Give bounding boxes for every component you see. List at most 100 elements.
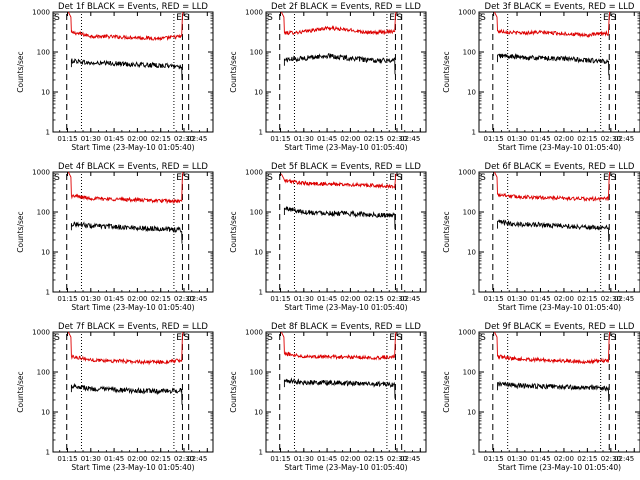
panel-det-4: Det 4f BLACK = Events, RED = LLD 1 10 100 10…	[16, 162, 214, 312]
y-tick-label: 1	[46, 449, 50, 457]
x-tick-label: 02:45	[614, 295, 634, 303]
segment-marker-s: S	[267, 333, 273, 343]
panel-title: Det 4f BLACK = Events, RED = LLD	[58, 162, 208, 172]
segment-marker-s: S	[54, 173, 60, 183]
x-tick-label: 02:45	[400, 455, 420, 463]
y-tick-label: 1000	[245, 169, 263, 177]
y-tick-label: 1	[472, 289, 476, 297]
x-tick-label: 02:15	[364, 455, 384, 463]
series-lld-red	[494, 11, 611, 38]
series-lld-red	[494, 331, 611, 365]
x-tick-label: 02:45	[400, 295, 420, 303]
x-tick-label: 01:45	[104, 455, 124, 463]
x-tick-label: 01:45	[317, 135, 337, 143]
x-tick-label: 02:00	[554, 135, 574, 143]
segment-marker-s: S	[610, 13, 616, 23]
x-tick-label: 01:45	[530, 455, 550, 463]
y-tick-label: 10	[467, 89, 476, 97]
segment-marker-e: E	[389, 173, 395, 183]
x-tick-label: 01:30	[507, 295, 527, 303]
y-tick-label: 10	[254, 89, 263, 97]
plot-frame	[478, 11, 640, 133]
x-tick-label: 02:15	[364, 295, 384, 303]
y-axis-label: Counts/sec	[229, 211, 238, 252]
x-tick-label: 02:15	[151, 135, 171, 143]
x-tick-label: 01:15	[270, 135, 290, 143]
segment-marker-e: E	[176, 173, 182, 183]
segment-marker-e: E	[389, 333, 395, 343]
plot-frame	[478, 331, 640, 453]
y-tick-label: 10	[467, 409, 476, 417]
segment-marker-s: S	[184, 333, 190, 343]
x-axis-label: Start Time (23-May-10 01:05:40)	[284, 463, 407, 472]
x-tick-label: 02:15	[577, 295, 597, 303]
segment-marker-s: S	[610, 173, 616, 183]
x-tick-label: 01:45	[104, 295, 124, 303]
x-tick-label: 02:30	[601, 295, 621, 303]
y-tick-label: 100	[463, 49, 476, 57]
x-tick-label: 02:00	[340, 295, 360, 303]
x-axis-label: Start Time (23-May-10 01:05:40)	[498, 303, 621, 312]
y-tick-label: 1	[46, 129, 50, 137]
y-tick-label: 1	[259, 449, 263, 457]
x-tick-label: 01:15	[57, 135, 77, 143]
x-tick-label: 02:30	[601, 455, 621, 463]
x-tick-label: 02:30	[387, 455, 407, 463]
panel-det-2: Det 2f BLACK = Events, RED = LLD 1 10 100 10…	[229, 2, 427, 152]
y-tick-label: 100	[463, 369, 476, 377]
series-events-black	[497, 218, 610, 242]
x-tick-label: 01:30	[294, 455, 314, 463]
panel-det-7: Det 7f BLACK = Events, RED = LLD 1 10 100 10…	[16, 322, 214, 472]
panel-title: Det 9f BLACK = Events, RED = LLD	[485, 322, 635, 332]
y-tick-label: 10	[41, 409, 50, 417]
segment-marker-e: E	[176, 13, 182, 23]
plot-frame	[265, 171, 427, 293]
x-axis-label: Start Time (23-May-10 01:05:40)	[498, 143, 621, 152]
x-tick-label: 01:45	[317, 295, 337, 303]
panel-det-6: Det 6f BLACK = Events, RED = LLD 1 10 100 10…	[442, 162, 640, 312]
x-tick-label: 01:45	[317, 455, 337, 463]
series-events-black	[497, 381, 610, 402]
y-tick-label: 1	[472, 449, 476, 457]
y-tick-label: 100	[37, 209, 50, 217]
x-tick-label: 01:15	[483, 295, 503, 303]
y-tick-label: 100	[250, 49, 263, 57]
segment-marker-s: S	[267, 13, 273, 23]
x-tick-label: 01:30	[294, 135, 314, 143]
x-tick-label: 01:30	[507, 135, 527, 143]
x-tick-label: 01:15	[483, 455, 503, 463]
plot-frame	[478, 171, 640, 293]
x-tick-label: 02:00	[127, 295, 147, 303]
x-axis-label: Start Time (23-May-10 01:05:40)	[284, 303, 407, 312]
y-axis-label: Counts/sec	[442, 51, 451, 92]
x-tick-label: 02:15	[151, 455, 171, 463]
series-events-black	[70, 58, 183, 81]
segment-marker-s: S	[54, 13, 60, 23]
y-tick-label: 10	[254, 249, 263, 257]
x-tick-label: 02:30	[601, 135, 621, 143]
panel-det-3: Det 3f BLACK = Events, RED = LLD 1 10 100 10…	[442, 2, 640, 152]
x-tick-label: 01:45	[104, 135, 124, 143]
x-tick-label: 02:45	[614, 455, 634, 463]
plot-frame	[265, 331, 427, 453]
y-tick-label: 1	[46, 289, 50, 297]
x-tick-label: 01:30	[81, 135, 101, 143]
y-tick-label: 1000	[32, 329, 50, 337]
series-lld-red	[494, 171, 611, 203]
x-axis-label: Start Time (23-May-10 01:05:40)	[71, 143, 194, 152]
segment-marker-s: S	[397, 13, 403, 23]
y-tick-label: 10	[41, 89, 50, 97]
plot-frame	[52, 11, 214, 133]
panel-title: Det 8f BLACK = Events, RED = LLD	[271, 322, 421, 332]
x-axis-label: Start Time (23-May-10 01:05:40)	[71, 303, 194, 312]
x-tick-label: 02:45	[187, 455, 207, 463]
segment-marker-e: E	[603, 173, 609, 183]
x-tick-label: 02:30	[387, 135, 407, 143]
x-tick-label: 01:15	[57, 295, 77, 303]
y-tick-label: 1000	[458, 169, 476, 177]
plot-frame	[52, 331, 214, 453]
x-tick-label: 02:00	[554, 295, 574, 303]
y-tick-label: 1000	[32, 169, 50, 177]
x-tick-label: 01:30	[507, 455, 527, 463]
